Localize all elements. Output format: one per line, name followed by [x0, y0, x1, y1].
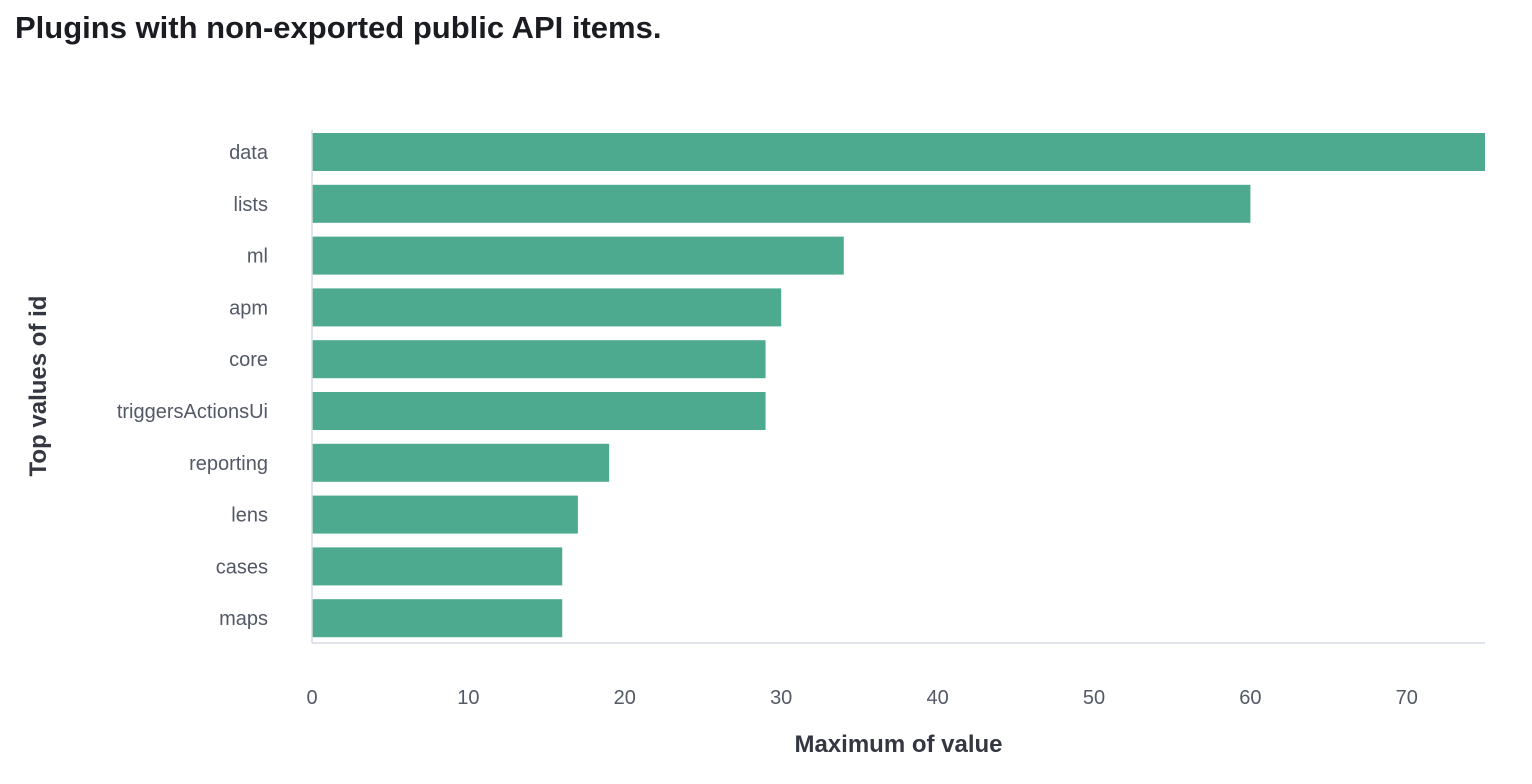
- x-tick-label-40: 40: [926, 687, 948, 709]
- category-label-apm: apm: [229, 297, 268, 319]
- bar-apm: [312, 288, 782, 327]
- x-tick-labels: 0 10 20 30 40 50 60 70: [306, 687, 1417, 709]
- category-label-ml: ml: [247, 246, 268, 268]
- bar-data: [312, 133, 1485, 171]
- x-tick-label-50: 50: [1083, 687, 1105, 709]
- category-labels: data lists ml apm core triggersActionsUi repor…: [117, 142, 269, 630]
- x-tick-label-10: 10: [457, 687, 479, 709]
- bar-ml: [312, 236, 844, 275]
- x-tick-label-70: 70: [1396, 687, 1418, 709]
- bar-reporting: [312, 443, 610, 482]
- category-label-maps: maps: [219, 608, 268, 630]
- bar-cases: [312, 547, 563, 586]
- y-axis-title: Top values of id: [25, 296, 52, 477]
- category-label-lens: lens: [231, 505, 268, 527]
- x-tick-label-0: 0: [306, 687, 317, 709]
- bar-maps: [312, 599, 563, 638]
- category-label-data: data: [229, 142, 269, 164]
- bar-triggersactionsui: [312, 392, 766, 430]
- x-axis-title: Maximum of value: [794, 731, 1002, 758]
- category-label-cases: cases: [216, 556, 268, 578]
- category-label-core: core: [229, 349, 268, 371]
- category-label-triggersactionsui: triggersActionsUi: [117, 401, 268, 423]
- chart-title: Plugins with non-exported public API ite…: [15, 10, 662, 45]
- bar-lens: [312, 495, 578, 534]
- bar-lists: [312, 184, 1251, 223]
- bar-core: [312, 340, 766, 379]
- x-tick-label-20: 20: [614, 687, 636, 709]
- x-tick-label-30: 30: [770, 687, 792, 709]
- category-label-lists: lists: [234, 194, 268, 216]
- category-label-reporting: reporting: [189, 453, 268, 475]
- x-tick-label-60: 60: [1239, 687, 1261, 709]
- bars-group: [312, 133, 1485, 638]
